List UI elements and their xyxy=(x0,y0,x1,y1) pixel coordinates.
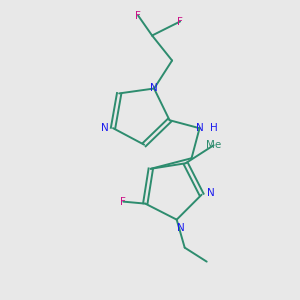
Text: N: N xyxy=(196,123,203,133)
Text: N: N xyxy=(207,188,214,198)
Text: H: H xyxy=(210,123,218,133)
Text: F: F xyxy=(120,196,126,207)
Text: F: F xyxy=(135,11,141,20)
Text: N: N xyxy=(177,223,184,232)
Text: F: F xyxy=(177,16,183,26)
Text: Me: Me xyxy=(206,140,221,150)
Text: N: N xyxy=(150,82,158,92)
Text: N: N xyxy=(101,123,109,133)
